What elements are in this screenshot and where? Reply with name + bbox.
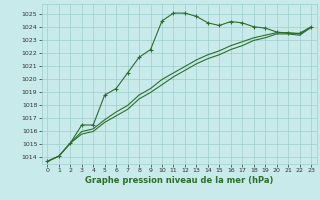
X-axis label: Graphe pression niveau de la mer (hPa): Graphe pression niveau de la mer (hPa): [85, 176, 273, 185]
